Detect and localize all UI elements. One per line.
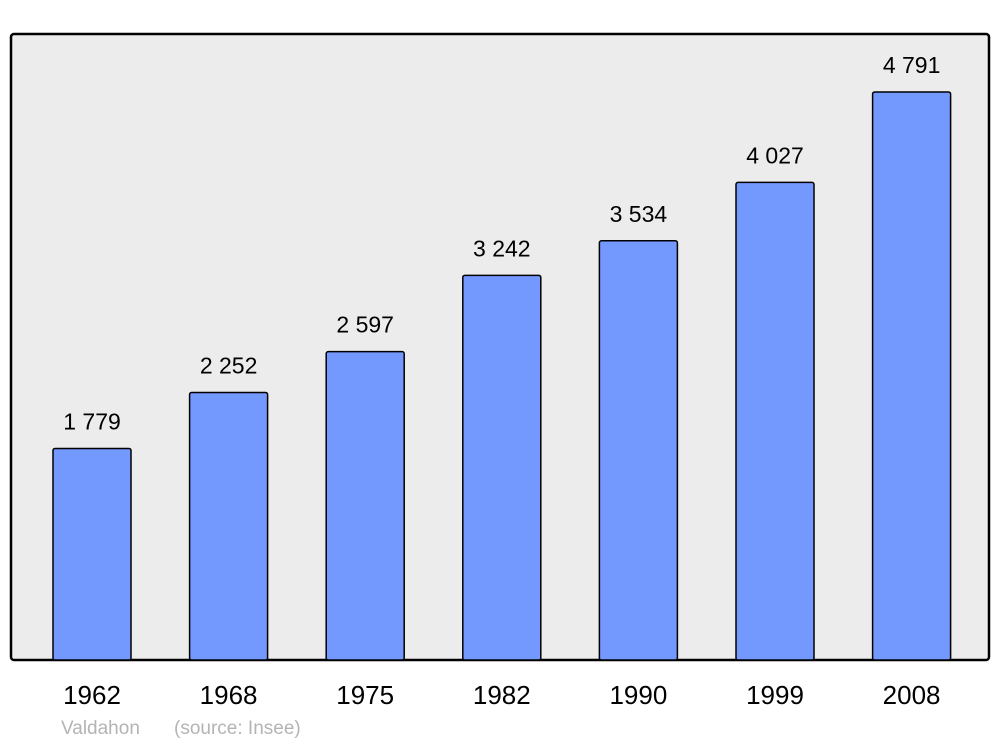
x-tick-label-1999: 1999 (746, 680, 804, 710)
bar-1962 (52, 447, 132, 661)
data-label-1975: 2 597 (336, 312, 394, 338)
bar-1990 (598, 240, 679, 661)
footer-place: Valdahon (61, 718, 140, 739)
x-tick-label-2008: 2008 (883, 680, 941, 710)
data-label-2008: 4 791 (883, 52, 941, 78)
data-label-1999: 4 027 (746, 142, 804, 168)
bar-1982 (462, 274, 542, 661)
data-label-1990: 3 534 (610, 201, 668, 227)
x-tick-label-1962: 1962 (63, 680, 121, 710)
x-tick-label-1990: 1990 (609, 680, 667, 710)
bar-1999 (735, 181, 815, 661)
bar-1975 (325, 350, 405, 661)
bar-2008 (871, 91, 952, 661)
footer-source: (source: Insee) (174, 718, 301, 739)
x-tick-label-1975: 1975 (336, 680, 394, 710)
bar-1968 (188, 391, 269, 661)
data-label-1962: 1 779 (63, 408, 121, 434)
x-tick-label-1968: 1968 (200, 680, 258, 710)
data-label-1968: 2 252 (200, 352, 258, 378)
data-label-1982: 3 242 (473, 235, 531, 261)
x-tick-label-1982: 1982 (473, 680, 531, 710)
